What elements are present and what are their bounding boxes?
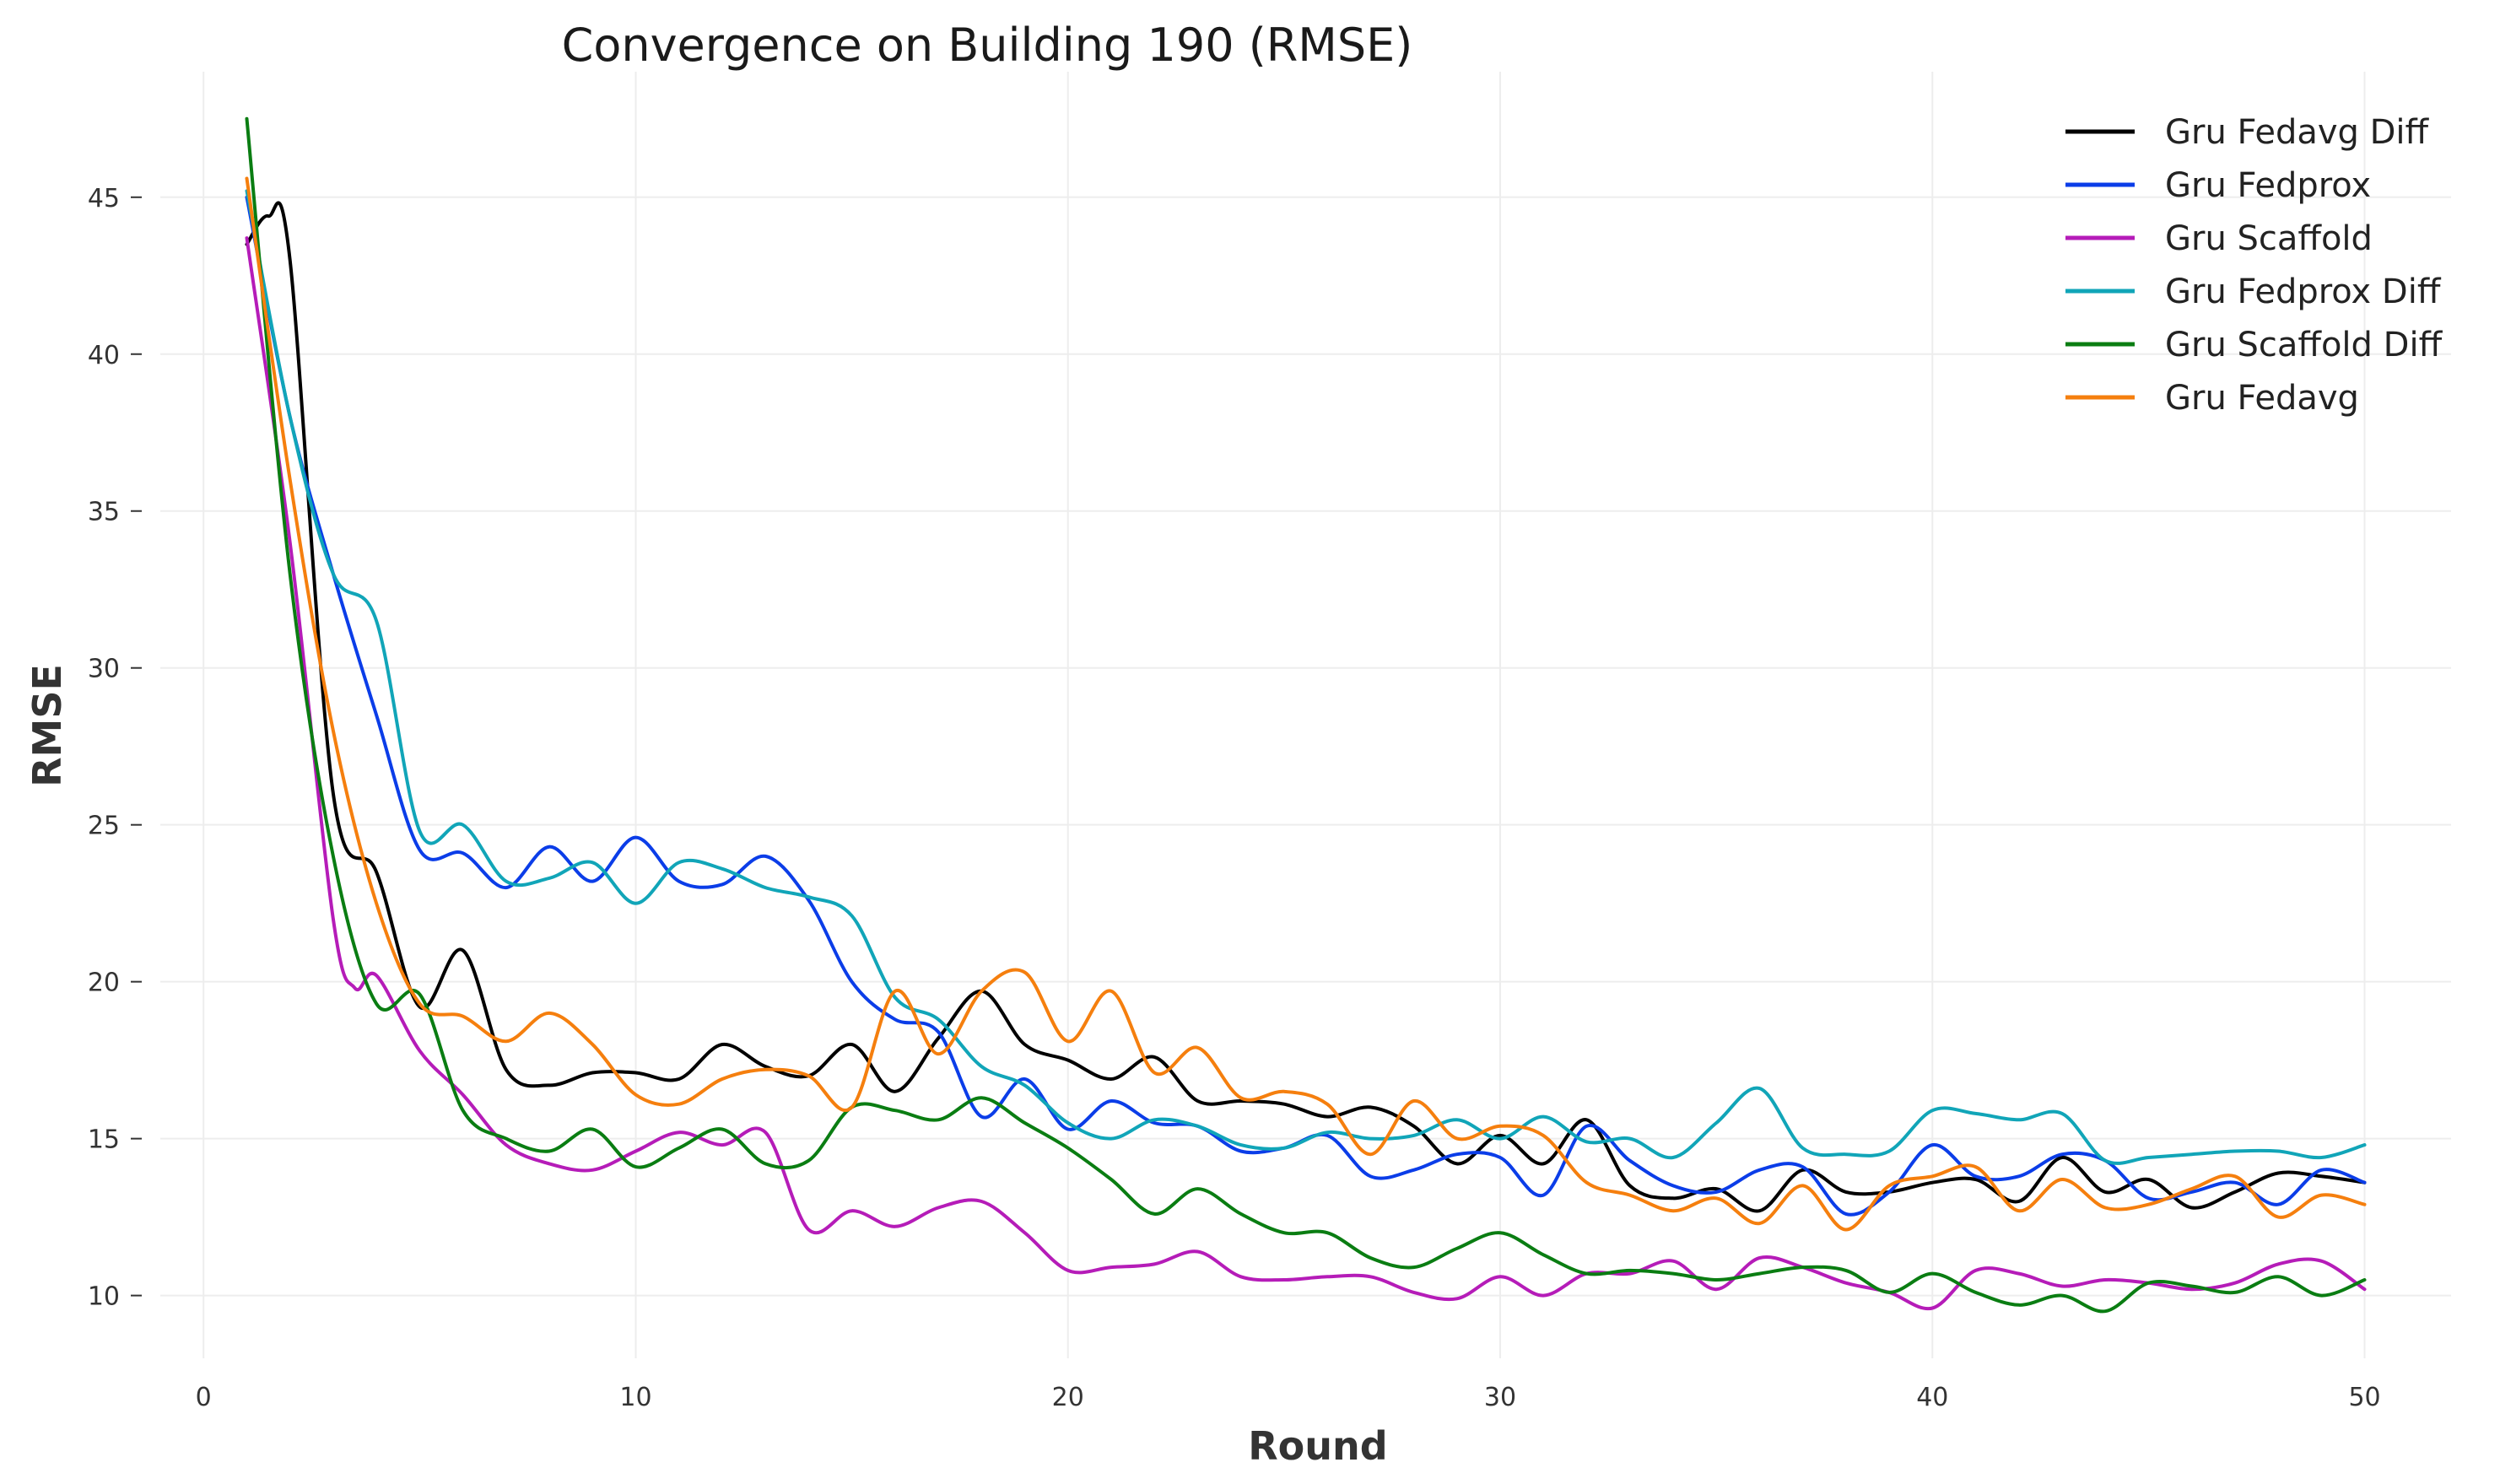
series-line-gru-fedprox — [245, 195, 2367, 1217]
x-tick-label: 10 — [619, 1383, 651, 1412]
x-tick-label: 30 — [1484, 1383, 1516, 1412]
y-tick-label: 20 — [88, 969, 120, 998]
legend-label: Gru Fedavg Diff — [2165, 113, 2430, 152]
x-tick-label: 20 — [1052, 1383, 1084, 1412]
y-tick-labels: 10 15 20 25 30 35 40 45 — [88, 184, 142, 1312]
series-line-gru-fedprox-diff — [245, 189, 2367, 1165]
x-tick-label: 0 — [196, 1383, 212, 1412]
legend-item-gru-fedprox: Gru Fedprox — [2065, 166, 2371, 205]
legend-item-gru-fedprox-diff: Gru Fedprox Diff — [2065, 273, 2442, 311]
chart-title: Convergence on Building 190 (RMSE) — [562, 19, 1413, 72]
y-tick-label: 30 — [88, 655, 120, 684]
legend-label: Gru Scaffold Diff — [2165, 326, 2443, 364]
legend-item-gru-scaffold: Gru Scaffold — [2065, 219, 2373, 258]
legend: Gru Fedavg Diff Gru Fedprox Gru Scaffold Gr… — [2065, 113, 2443, 418]
legend-item-gru-fedavg: Gru Fedavg — [2065, 379, 2359, 418]
x-tick-label: 50 — [2348, 1383, 2380, 1412]
y-tick-label: 15 — [88, 1125, 120, 1155]
plot-series — [245, 116, 2367, 1314]
legend-label: Gru Fedprox Diff — [2165, 273, 2442, 311]
series-line-gru-fedavg-diff — [245, 201, 2367, 1213]
legend-label: Gru Fedprox — [2165, 166, 2371, 205]
x-axis-label: Round — [1248, 1423, 1387, 1469]
y-tick-label: 10 — [88, 1282, 120, 1312]
grid — [160, 72, 2451, 1358]
legend-label: Gru Fedavg — [2165, 379, 2359, 418]
y-tick-label: 40 — [88, 341, 120, 370]
y-tick-label: 35 — [88, 498, 120, 527]
y-axis-label: RMSE — [24, 664, 70, 787]
x-tick-labels: 0 10 20 30 40 50 — [196, 1383, 2381, 1412]
legend-item-gru-scaffold-diff: Gru Scaffold Diff — [2065, 326, 2443, 364]
x-tick-label: 40 — [1916, 1383, 1948, 1412]
series-line-gru-scaffold-diff — [245, 116, 2367, 1314]
series-line-gru-fedavg — [245, 176, 2367, 1232]
y-tick-label: 25 — [88, 812, 120, 841]
y-tick-label: 45 — [88, 184, 120, 213]
series-line-gru-scaffold — [245, 236, 2367, 1311]
legend-label: Gru Scaffold — [2165, 219, 2373, 258]
legend-item-gru-fedavg-diff: Gru Fedavg Diff — [2065, 113, 2430, 152]
